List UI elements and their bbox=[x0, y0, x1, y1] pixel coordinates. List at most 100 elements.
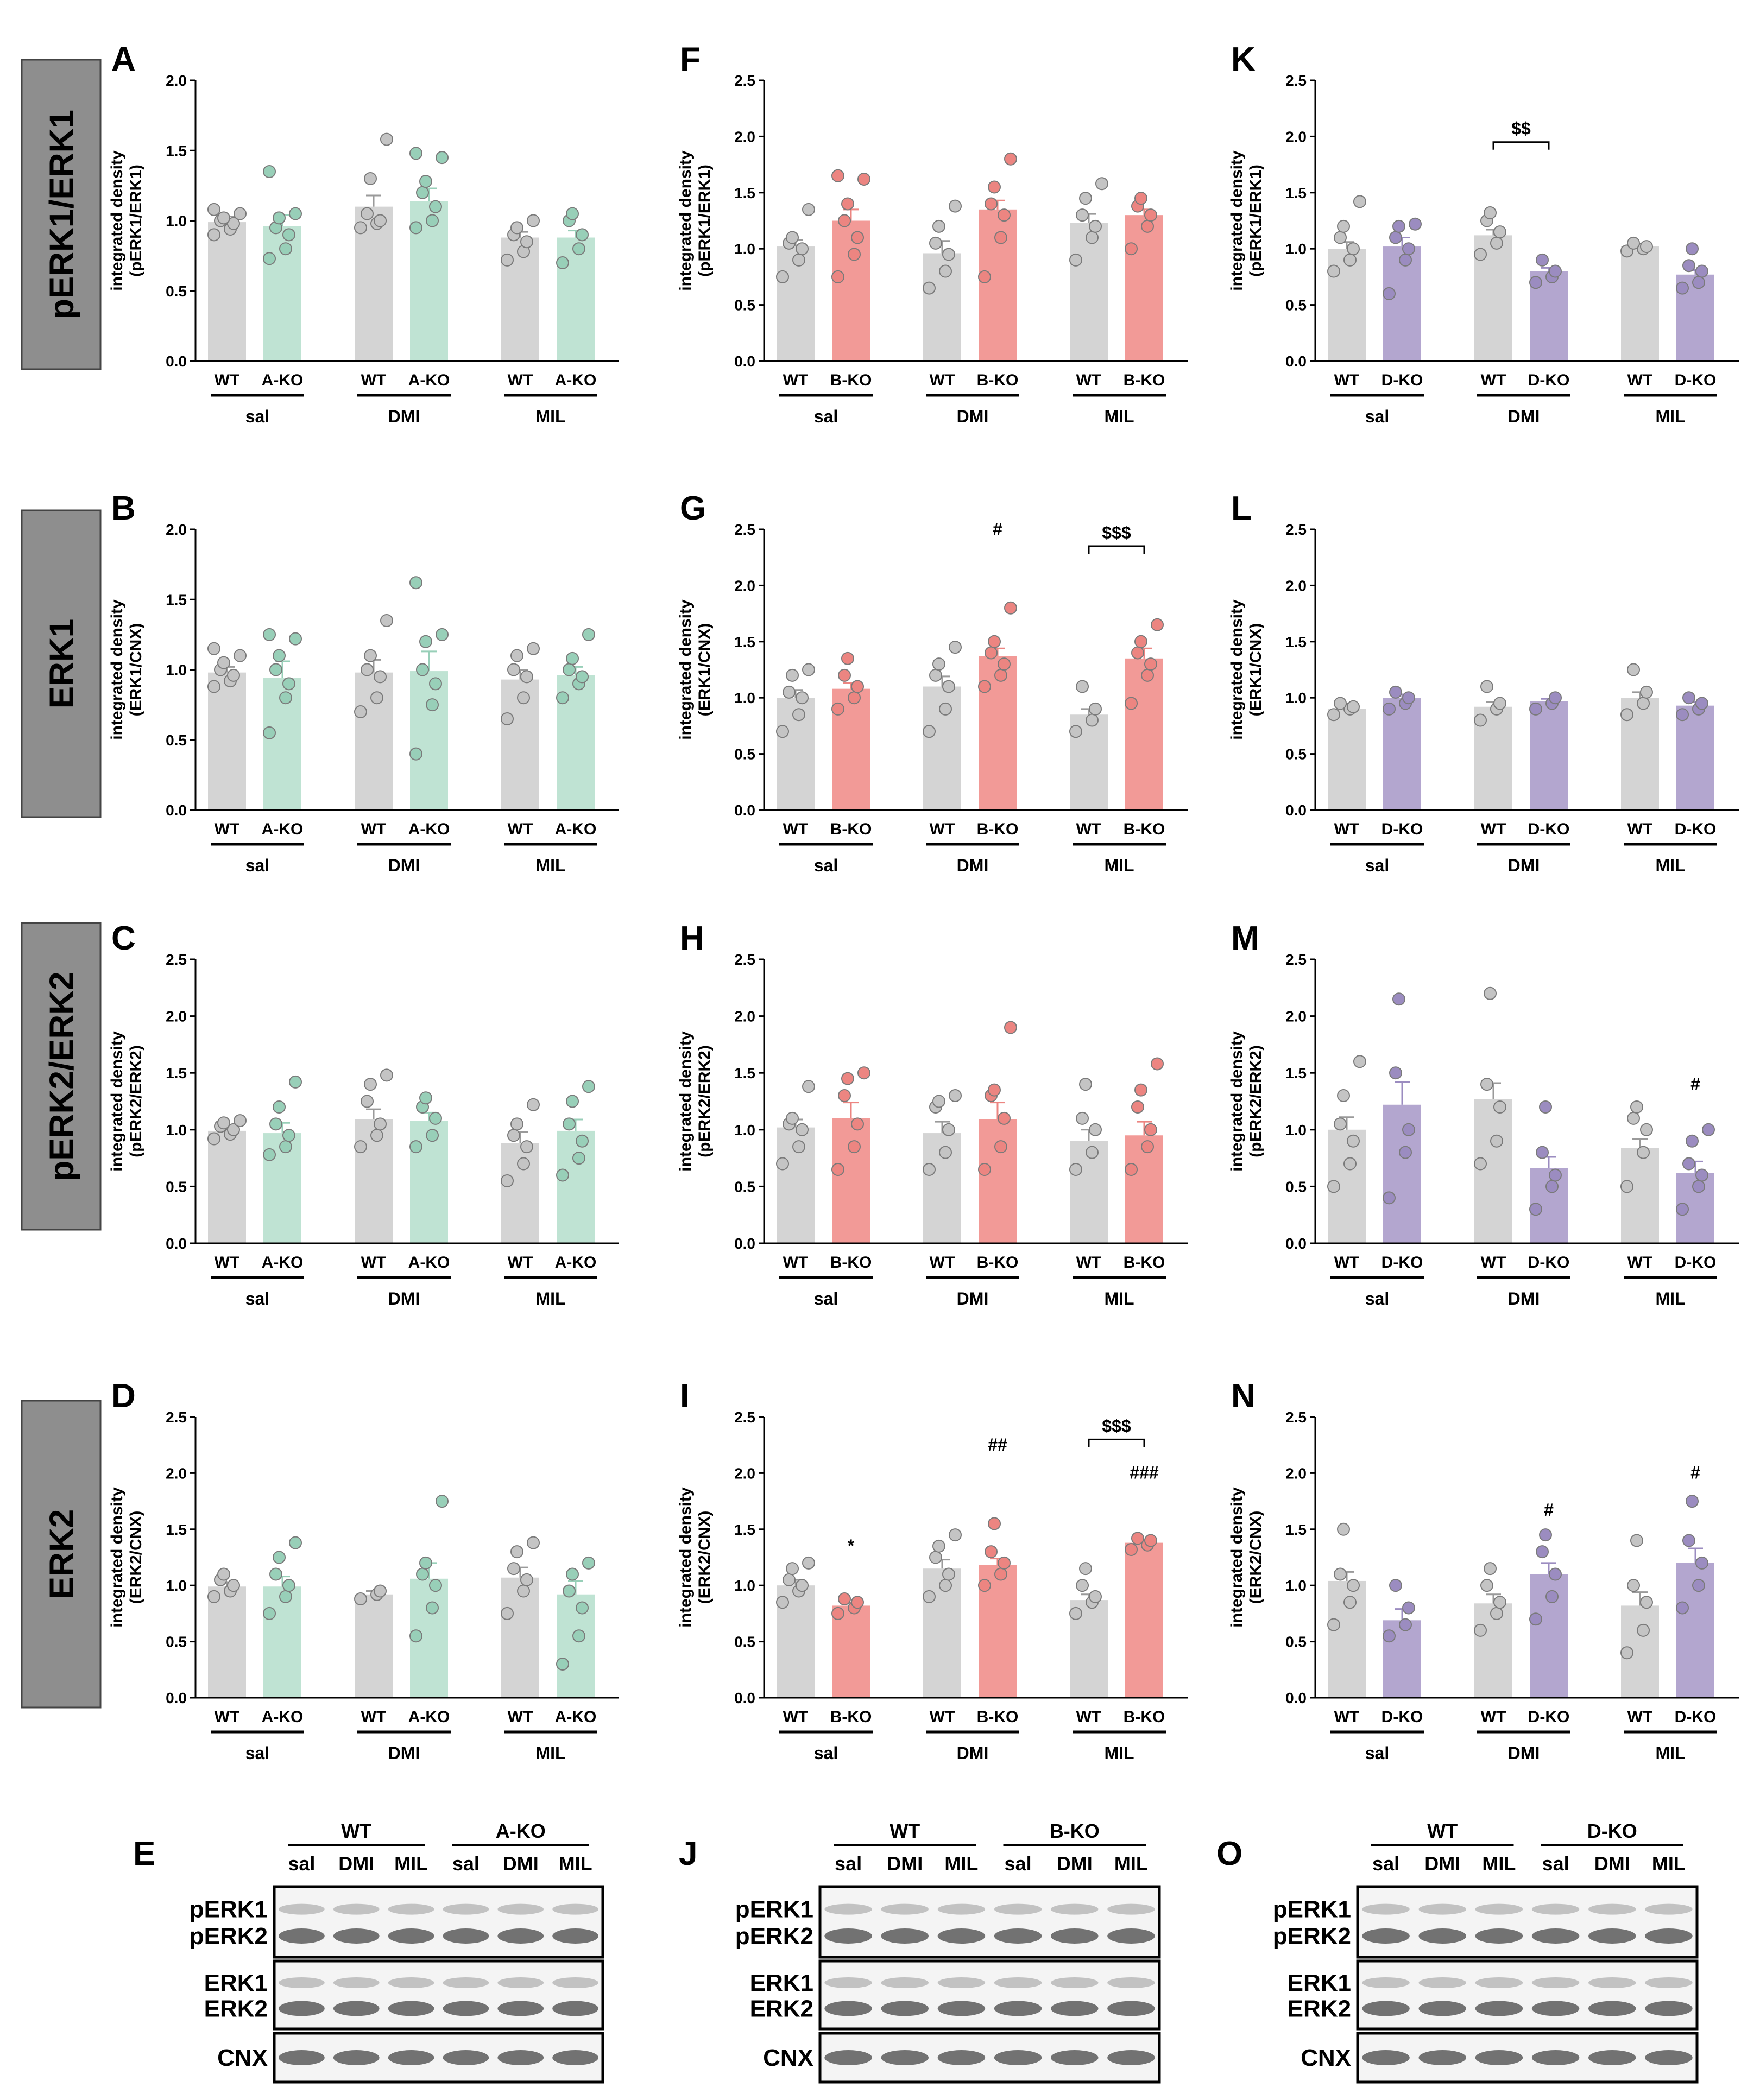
data-point bbox=[923, 1590, 936, 1603]
blot-genotype-label: D-KO bbox=[1587, 1820, 1637, 1842]
y-tick-label: 1.5 bbox=[166, 591, 187, 608]
data-point bbox=[426, 1601, 439, 1615]
data-point bbox=[217, 1567, 230, 1581]
y-tick-label: 2.0 bbox=[166, 72, 187, 89]
data-point bbox=[289, 1075, 302, 1089]
data-point bbox=[419, 635, 432, 648]
data-point bbox=[838, 1592, 851, 1606]
x-tick-label: WT bbox=[361, 371, 387, 389]
data-point bbox=[1493, 1100, 1506, 1114]
data-point bbox=[1484, 986, 1497, 1000]
blot-band bbox=[1588, 1928, 1636, 1944]
data-point bbox=[939, 264, 952, 278]
data-point bbox=[792, 708, 805, 722]
data-point bbox=[217, 1116, 230, 1130]
y-axis-sublabel: (pERK2/ERK2) bbox=[696, 1045, 714, 1157]
data-point bbox=[1131, 1100, 1144, 1114]
data-point bbox=[269, 663, 282, 676]
data-point bbox=[527, 1098, 540, 1111]
data-point bbox=[1141, 1140, 1154, 1154]
data-point bbox=[1630, 1100, 1643, 1114]
x-tick-label: D-KO bbox=[1528, 1708, 1570, 1726]
blot-band bbox=[443, 2001, 489, 2016]
significance-bracket bbox=[1088, 545, 1145, 554]
data-point bbox=[520, 1573, 533, 1586]
y-tick-label: 2.5 bbox=[1285, 72, 1307, 89]
data-point bbox=[501, 712, 514, 725]
panel-letter: F bbox=[680, 41, 701, 78]
x-tick-label: B-KO bbox=[977, 820, 1019, 838]
data-point bbox=[831, 1606, 844, 1620]
blot-band bbox=[1531, 1903, 1580, 1915]
data-point bbox=[1480, 1579, 1493, 1592]
blot-band bbox=[994, 1903, 1042, 1915]
data-point bbox=[566, 1095, 579, 1108]
blot-lane-label: MIL bbox=[944, 1852, 978, 1875]
data-point bbox=[1144, 1123, 1157, 1136]
group-label: sal bbox=[1365, 1743, 1389, 1763]
blot-band bbox=[552, 1928, 598, 1944]
bar bbox=[557, 1594, 595, 1698]
group-label: MIL bbox=[1104, 1289, 1134, 1308]
data-point bbox=[776, 1596, 789, 1609]
data-point bbox=[929, 668, 942, 682]
blot-lane-label: sal bbox=[1372, 1852, 1399, 1875]
data-point bbox=[289, 1536, 302, 1549]
data-point bbox=[1682, 1534, 1695, 1547]
data-point bbox=[1004, 152, 1017, 166]
data-point bbox=[949, 1089, 962, 1103]
data-point bbox=[227, 668, 240, 682]
data-point bbox=[380, 132, 393, 146]
panel-letter: G bbox=[680, 490, 706, 527]
y-tick-label: 2.5 bbox=[734, 1409, 755, 1426]
x-tick-label: A-KO bbox=[262, 820, 304, 838]
y-tick-label: 1.5 bbox=[734, 1065, 755, 1081]
data-point bbox=[998, 208, 1011, 222]
x-tick-label: A-KO bbox=[262, 371, 304, 389]
data-point bbox=[994, 668, 1007, 682]
significance-label: $$$ bbox=[1102, 523, 1131, 542]
blot-row-label: pERK1 bbox=[735, 1896, 813, 1923]
data-point bbox=[1347, 242, 1360, 256]
data-point bbox=[802, 1556, 815, 1570]
x-tick-label: WT bbox=[1076, 820, 1102, 838]
bar bbox=[208, 222, 246, 361]
x-tick-label: WT bbox=[1627, 820, 1653, 838]
row-label-box bbox=[21, 509, 102, 818]
data-point bbox=[1676, 281, 1689, 295]
data-point bbox=[207, 1132, 220, 1146]
data-point bbox=[988, 635, 1001, 648]
data-point bbox=[510, 1545, 523, 1559]
y-tick-label: 2.5 bbox=[734, 951, 755, 968]
data-point bbox=[1343, 253, 1357, 267]
y-axis-label: integrated density bbox=[677, 1031, 695, 1172]
data-point bbox=[1620, 1646, 1633, 1660]
data-point bbox=[1079, 192, 1092, 205]
y-axis-sublabel: (pERK1/ERK1) bbox=[696, 165, 714, 277]
x-tick-label: B-KO bbox=[1124, 1254, 1165, 1272]
data-point bbox=[1474, 248, 1487, 261]
blot-band bbox=[1051, 2050, 1099, 2065]
x-tick-label: WT bbox=[508, 1254, 533, 1272]
blot-membrane bbox=[273, 2032, 604, 2084]
x-tick-label: WT bbox=[1627, 1254, 1653, 1272]
x-tick-label: B-KO bbox=[1124, 1708, 1165, 1726]
blot-band bbox=[279, 2001, 325, 2016]
bar bbox=[208, 672, 246, 810]
data-point bbox=[354, 705, 367, 719]
data-point bbox=[282, 677, 295, 691]
y-tick-label: 0.5 bbox=[734, 297, 755, 314]
data-point bbox=[282, 1579, 295, 1592]
blot-lane-label: MIL bbox=[1652, 1852, 1686, 1875]
y-tick-label: 1.0 bbox=[734, 1122, 755, 1138]
blot-band bbox=[552, 2050, 598, 2065]
blot-membrane bbox=[1356, 1885, 1699, 1959]
group-label: sal bbox=[245, 856, 269, 875]
group-label: sal bbox=[814, 407, 838, 426]
y-tick-label: 2.5 bbox=[1285, 1409, 1307, 1426]
data-point bbox=[1682, 691, 1695, 705]
y-tick-label: 1.5 bbox=[166, 1521, 187, 1538]
